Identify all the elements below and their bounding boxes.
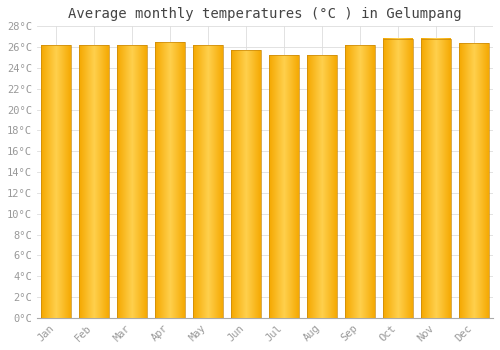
Bar (421, 39, 451, 318)
Bar (269, 55, 299, 318)
Bar (155, 42, 184, 318)
Bar (231, 50, 260, 318)
Bar (117, 45, 146, 318)
Bar (345, 45, 375, 318)
Bar (41, 45, 70, 318)
Title: Average monthly temperatures (°C ) in Gelumpang: Average monthly temperatures (°C ) in Ge… (68, 7, 462, 21)
Bar (459, 43, 489, 318)
Bar (383, 39, 413, 318)
Bar (79, 45, 108, 318)
Bar (307, 55, 337, 318)
Bar (193, 45, 222, 318)
